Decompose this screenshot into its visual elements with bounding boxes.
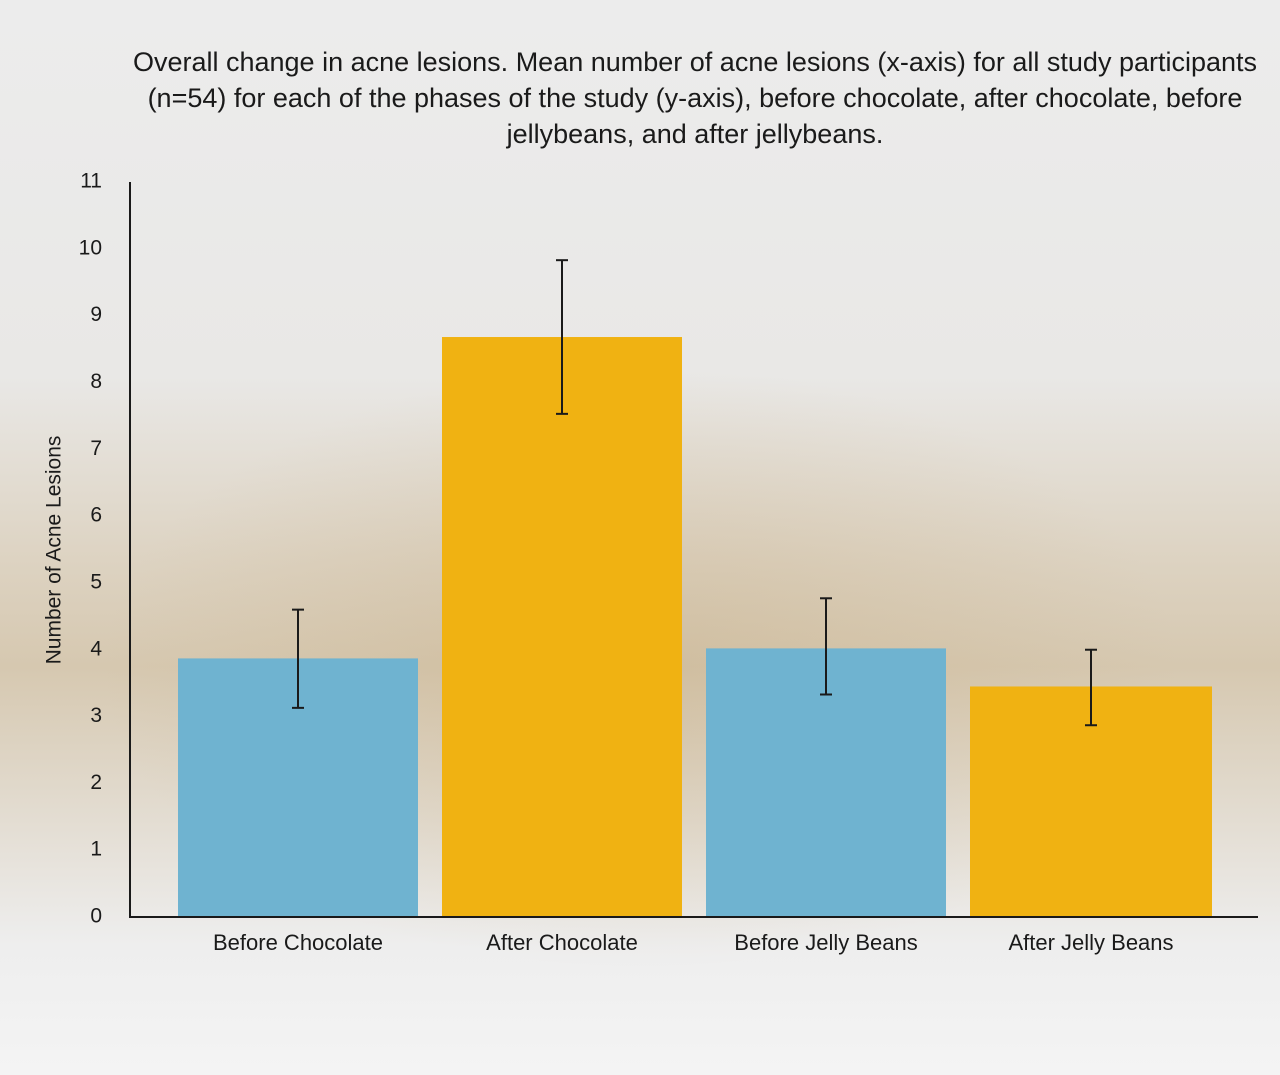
x-category-label: Before Chocolate: [213, 930, 383, 955]
x-category-label: After Jelly Beans: [1008, 930, 1173, 955]
y-tick-label: 0: [90, 905, 102, 928]
x-category-labels: Before Chocolate After Chocolate Before Je…: [213, 930, 1174, 955]
y-tick-label: 7: [90, 437, 102, 460]
error-bar: [820, 597, 832, 696]
y-tick-labels: 0 1 2 3 4 5 6 7 8 9 10 11: [79, 170, 103, 928]
error-bar: [292, 608, 304, 709]
bars-layer: [178, 337, 1212, 917]
error-bar: [556, 259, 568, 415]
y-tick-label: 1: [90, 838, 102, 861]
y-tick-label: 11: [80, 170, 102, 193]
y-tick-label: 3: [90, 704, 102, 727]
y-tick-label: 8: [90, 370, 102, 393]
y-tick-label: 9: [90, 303, 102, 326]
y-tick-label: 4: [90, 637, 102, 660]
error-bars-layer: [292, 259, 1097, 727]
y-tick-label: 5: [90, 570, 102, 593]
y-axis-title: Number of Acne Lesions: [43, 436, 66, 665]
y-tick-label: 6: [90, 504, 102, 527]
chart-caption: Overall change in acne lesions. Mean num…: [132, 47, 1258, 149]
x-category-label: After Chocolate: [486, 930, 638, 955]
bar: [442, 337, 682, 917]
error-bar: [1085, 648, 1097, 727]
x-category-label: Before Jelly Beans: [734, 930, 917, 955]
y-tick-label: 10: [79, 236, 102, 259]
y-tick-label: 2: [90, 771, 102, 794]
